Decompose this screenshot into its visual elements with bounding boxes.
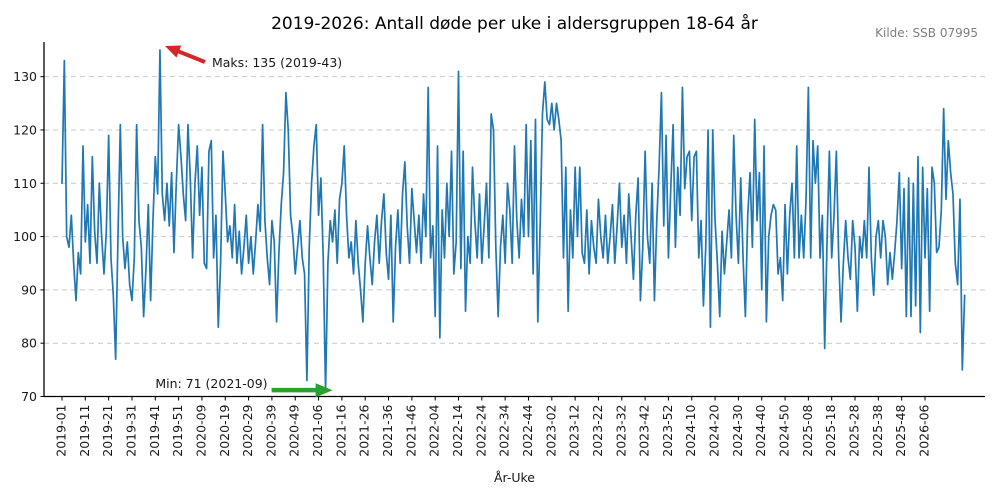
y-tick-label: 90 xyxy=(21,282,37,297)
weekly-deaths-line xyxy=(61,49,966,393)
x-tick-label: 2025-48 xyxy=(893,404,908,456)
x-axis-tick-labels: 2019-01 2019-11 2019-21 2019-31 2019-41 2019-… xyxy=(54,396,931,457)
y-tick-label: 100 xyxy=(13,229,37,244)
x-tick-label: 2025-18 xyxy=(823,404,838,456)
x-tick-label: 2021-46 xyxy=(403,404,418,456)
x-tick-label: 2019-41 xyxy=(147,405,162,457)
y-axis-tick-labels: 70 80 90 100 110 120 130 xyxy=(13,69,44,404)
x-tick-label: 2024-10 xyxy=(683,404,698,456)
x-tick-label: 2023-02 xyxy=(543,405,558,457)
x-tick-label: 2020-09 xyxy=(193,404,208,456)
x-axis-label: År-Uke xyxy=(494,470,535,485)
x-tick-label: 2023-42 xyxy=(637,405,652,457)
x-tick-label: 2019-31 xyxy=(123,405,138,457)
min-annotation-label: Min: 71 (2021-09) xyxy=(155,376,267,391)
x-tick-label: 2019-01 xyxy=(54,405,69,457)
y-tick-label: 110 xyxy=(13,176,37,191)
x-tick-label: 2024-40 xyxy=(753,404,768,456)
y-tick-label: 120 xyxy=(13,122,37,137)
x-tick-label: 2021-06 xyxy=(310,404,325,456)
x-tick-label: 2024-50 xyxy=(777,404,792,456)
x-tick-label: 2020-39 xyxy=(263,404,278,456)
x-tick-label: 2023-32 xyxy=(613,405,628,457)
x-tick-label: 2021-26 xyxy=(357,404,372,456)
x-tick-label: 2019-11 xyxy=(77,405,92,457)
x-tick-label: 2026-06 xyxy=(916,404,931,456)
source-label: Kilde: SSB 07995 xyxy=(875,26,978,40)
x-tick-label: 2022-04 xyxy=(427,404,442,456)
x-tick-label: 2020-49 xyxy=(287,404,302,456)
x-tick-label: 2024-30 xyxy=(730,404,745,456)
x-tick-label: 2022-34 xyxy=(497,404,512,456)
chart-title: 2019-2026: Antall døde per uke i aldersg… xyxy=(271,14,758,34)
x-tick-label: 2023-52 xyxy=(660,405,675,457)
x-tick-label: 2025-08 xyxy=(800,404,815,456)
x-tick-label: 2025-38 xyxy=(870,404,885,456)
x-tick-label: 2023-22 xyxy=(590,405,605,457)
x-tick-label: 2019-51 xyxy=(170,405,185,457)
x-tick-label: 2020-19 xyxy=(217,404,232,456)
gridlines xyxy=(44,76,985,397)
x-tick-label: 2019-21 xyxy=(100,405,115,457)
max-annotation-arrow xyxy=(165,45,206,64)
x-tick-label: 2022-44 xyxy=(520,404,535,456)
x-tick-label: 2021-16 xyxy=(333,404,348,456)
x-tick-label: 2020-29 xyxy=(240,404,255,456)
x-tick-label: 2022-24 xyxy=(473,404,488,456)
max-annotation-label: Maks: 135 (2019-43) xyxy=(212,55,342,70)
x-tick-label: 2021-36 xyxy=(380,404,395,456)
x-tick-label: 2022-14 xyxy=(450,404,465,456)
min-annotation-arrow xyxy=(271,383,333,398)
y-tick-label: 130 xyxy=(13,69,37,84)
x-tick-label: 2024-20 xyxy=(707,404,722,456)
x-tick-label: 2025-28 xyxy=(847,404,862,456)
y-tick-label: 80 xyxy=(21,336,37,351)
x-tick-label: 2023-12 xyxy=(567,405,582,457)
y-tick-label: 70 xyxy=(21,389,37,404)
